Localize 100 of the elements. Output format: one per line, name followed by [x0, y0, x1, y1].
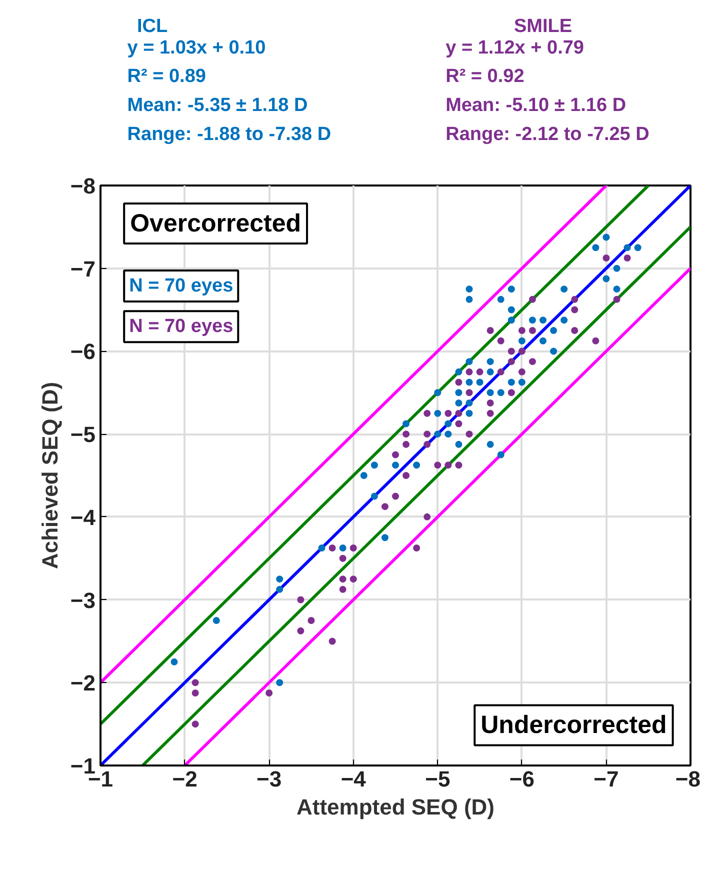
point [624, 244, 631, 252]
point [328, 638, 336, 645]
text: y = 1.03x + 0.10 [127, 37, 266, 58]
point [486, 400, 494, 406]
y-tick-label: −7 [70, 256, 96, 282]
point [560, 286, 568, 293]
point [518, 378, 526, 386]
x-tick-label: −5 [425, 766, 450, 792]
point [508, 316, 515, 324]
point [339, 586, 346, 593]
y-axis-title: Achieved SEQ (D) [37, 382, 62, 570]
point [392, 462, 399, 469]
point [466, 400, 473, 406]
point [455, 462, 462, 469]
point [518, 327, 526, 334]
point [571, 296, 578, 303]
x-tick-label: −2 [172, 766, 198, 792]
y-tick-label: −6 [70, 339, 96, 364]
point [402, 440, 410, 448]
point [381, 534, 388, 542]
point [360, 472, 368, 479]
text: R² = 0.92 [446, 66, 524, 88]
point [518, 368, 526, 376]
annotation: Undercorrected [480, 711, 667, 740]
point [170, 658, 178, 666]
point [602, 275, 610, 282]
point [455, 410, 462, 417]
point [466, 410, 473, 417]
point [466, 296, 473, 303]
point [339, 554, 346, 562]
x-tick-label: −7 [594, 766, 619, 792]
point [466, 358, 473, 366]
point [508, 286, 515, 293]
point [560, 316, 568, 324]
point [424, 513, 431, 520]
point [424, 430, 431, 438]
point [571, 327, 578, 334]
point [550, 327, 558, 334]
point [318, 544, 326, 552]
point [508, 389, 515, 396]
text: R² = 0.89 [127, 66, 206, 88]
y-tick-label: −3 [70, 588, 96, 613]
point [508, 306, 515, 314]
point [486, 368, 494, 376]
y-tick-label: −8 [70, 174, 96, 198]
text: Range: -2.12 to -7.25 D [446, 124, 650, 145]
point [381, 503, 388, 510]
point [424, 410, 431, 417]
x-tick-label: −4 [340, 766, 367, 792]
x-tick-label: −3 [256, 766, 282, 792]
point [370, 462, 378, 469]
text: SMILE [514, 16, 572, 38]
text: y = 1.12x + 0.79 [446, 37, 584, 58]
point [497, 296, 504, 303]
point [497, 451, 504, 458]
point [192, 720, 199, 728]
point [402, 430, 410, 438]
point [466, 430, 473, 438]
point [518, 348, 526, 355]
point [434, 410, 442, 417]
point [528, 296, 536, 303]
point [497, 389, 504, 396]
point [528, 327, 536, 334]
point [444, 410, 452, 417]
x-tick-label: −6 [509, 766, 534, 792]
point [212, 617, 220, 624]
point [571, 306, 578, 314]
point [497, 368, 504, 376]
point [624, 254, 631, 262]
point [350, 576, 357, 583]
point [297, 627, 304, 634]
point [508, 348, 515, 355]
point [540, 316, 546, 324]
point [192, 679, 199, 686]
point [466, 389, 473, 396]
point [434, 389, 442, 396]
text: Range: -1.88 to -7.38 D [127, 124, 332, 145]
point [266, 690, 273, 696]
y-tick-label: −5 [70, 422, 96, 448]
x-axis-title: Attempted SEQ (D) [296, 794, 494, 820]
point [486, 327, 494, 334]
point [486, 440, 494, 448]
point [455, 420, 462, 428]
point [476, 378, 484, 386]
point [413, 462, 420, 469]
point [402, 420, 410, 428]
point [192, 690, 199, 696]
point [528, 358, 536, 366]
point [455, 389, 462, 396]
point [424, 440, 431, 448]
annotation: Overcorrected [130, 210, 302, 238]
point [434, 430, 442, 438]
point [540, 337, 546, 344]
y-tick-label: −4 [70, 504, 96, 530]
point [602, 234, 610, 241]
point [508, 378, 515, 386]
point [276, 679, 284, 686]
point [339, 544, 346, 552]
point [613, 264, 620, 272]
text: ICL [137, 16, 168, 38]
